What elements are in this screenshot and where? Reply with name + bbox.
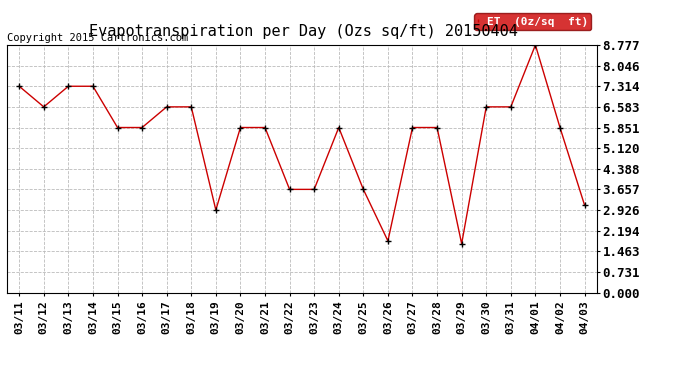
Text: Copyright 2015 Cartronics.com: Copyright 2015 Cartronics.com bbox=[7, 33, 188, 42]
Text: Evapotranspiration per Day (Ozs sq/ft) 20150404: Evapotranspiration per Day (Ozs sq/ft) 2… bbox=[89, 24, 518, 39]
Legend: ET  (0z/sq  ft): ET (0z/sq ft) bbox=[475, 13, 591, 30]
